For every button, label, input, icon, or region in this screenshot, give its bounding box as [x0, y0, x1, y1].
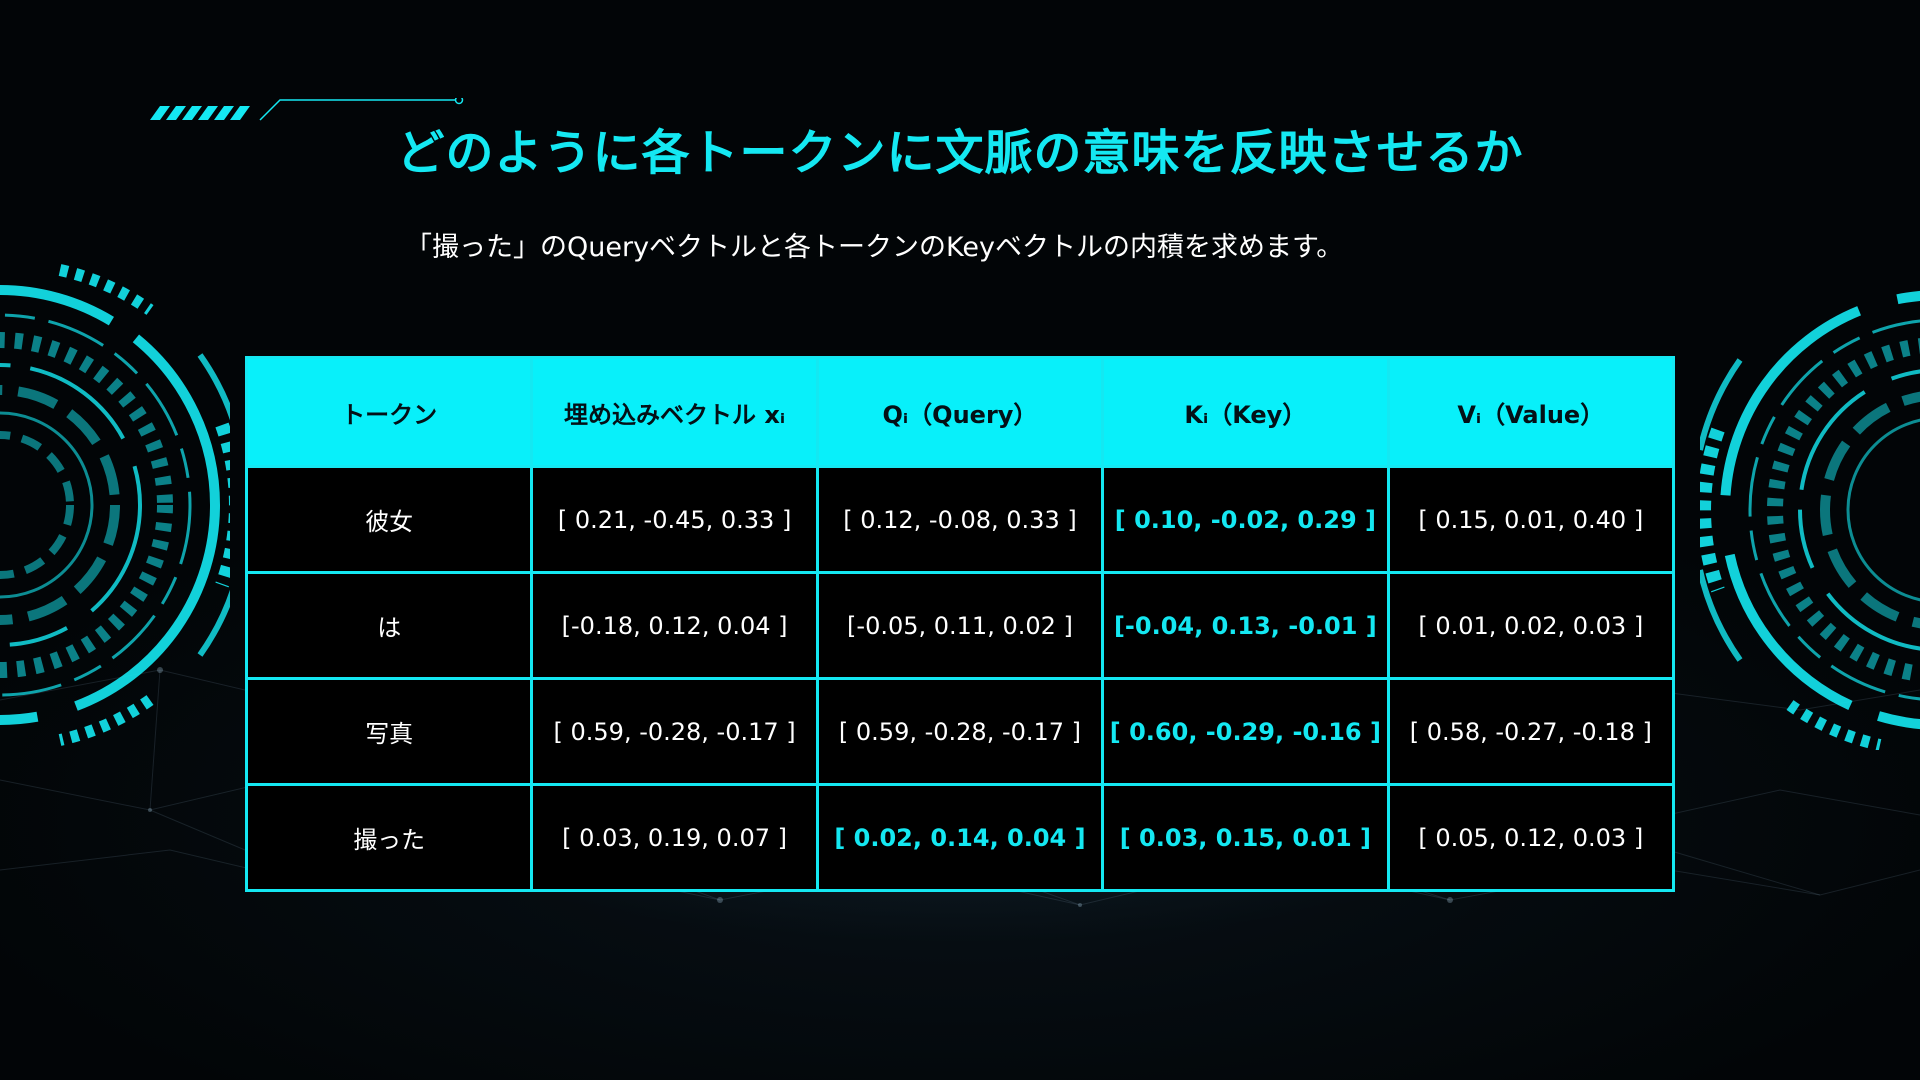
- cell-token: 撮った: [244, 783, 534, 892]
- table-row: 写真 [ 0.59, -0.28, -0.17 ] [ 0.59, -0.28,…: [244, 677, 1676, 786]
- cell-token: は: [244, 571, 534, 680]
- header-token: トークン: [244, 356, 534, 468]
- cell-key-highlighted: [ 0.60, -0.29, -0.16 ]: [1101, 677, 1390, 786]
- header-embedding: 埋め込みベクトル xᵢ: [530, 356, 819, 468]
- table-header-row: トークン 埋め込みベクトル xᵢ Qᵢ（Query） Kᵢ（Key） Vᵢ（Va…: [244, 356, 1676, 468]
- cell-query: [ 0.59, -0.28, -0.17 ]: [815, 677, 1105, 786]
- hud-ring-left-decoration: [0, 264, 230, 746]
- title-accent-decoration: [150, 98, 464, 121]
- cell-token: 写真: [244, 677, 534, 786]
- table-row: は [-0.18, 0.12, 0.04 ] [-0.05, 0.11, 0.0…: [244, 571, 1676, 680]
- cell-query-highlighted: [ 0.02, 0.14, 0.04 ]: [815, 783, 1105, 892]
- table-row: 彼女 [ 0.21, -0.45, 0.33 ] [ 0.12, -0.08, …: [244, 465, 1676, 574]
- cell-value: [ 0.05, 0.12, 0.03 ]: [1386, 783, 1676, 892]
- cell-value: [ 0.15, 0.01, 0.40 ]: [1386, 465, 1676, 574]
- cell-embedding: [ 0.03, 0.19, 0.07 ]: [530, 783, 819, 892]
- cell-key-highlighted: [ 0.03, 0.15, 0.01 ]: [1101, 783, 1390, 892]
- cell-embedding: [-0.18, 0.12, 0.04 ]: [530, 571, 819, 680]
- cell-query: [ 0.12, -0.08, 0.33 ]: [815, 465, 1105, 574]
- cell-token: 彼女: [244, 465, 534, 574]
- cell-query: [-0.05, 0.11, 0.02 ]: [815, 571, 1105, 680]
- cell-embedding: [ 0.59, -0.28, -0.17 ]: [530, 677, 819, 786]
- cell-embedding: [ 0.21, -0.45, 0.33 ]: [530, 465, 819, 574]
- header-value: Vᵢ（Value）: [1386, 356, 1676, 468]
- header-key: Kᵢ（Key）: [1101, 356, 1390, 468]
- cell-key-highlighted: [-0.04, 0.13, -0.01 ]: [1101, 571, 1390, 680]
- page-title: どのように各トークンに文脈の意味を反映させるか: [396, 125, 1524, 181]
- table-row: 撮った [ 0.03, 0.19, 0.07 ] [ 0.02, 0.14, 0…: [244, 783, 1676, 892]
- cell-key-highlighted: [ 0.10, -0.02, 0.29 ]: [1101, 465, 1390, 574]
- qkv-vector-table: トークン 埋め込みベクトル xᵢ Qᵢ（Query） Kᵢ（Key） Vᵢ（Va…: [244, 356, 1676, 892]
- cell-value: [ 0.58, -0.27, -0.18 ]: [1386, 677, 1676, 786]
- subtitle: 「撮った」のQueryベクトルと各トークンのKeyベクトルの内積を求めます。: [405, 232, 1344, 263]
- hud-ring-right-decoration: [1700, 290, 1920, 750]
- cell-value: [ 0.01, 0.02, 0.03 ]: [1386, 571, 1676, 680]
- header-query: Qᵢ（Query）: [815, 356, 1105, 468]
